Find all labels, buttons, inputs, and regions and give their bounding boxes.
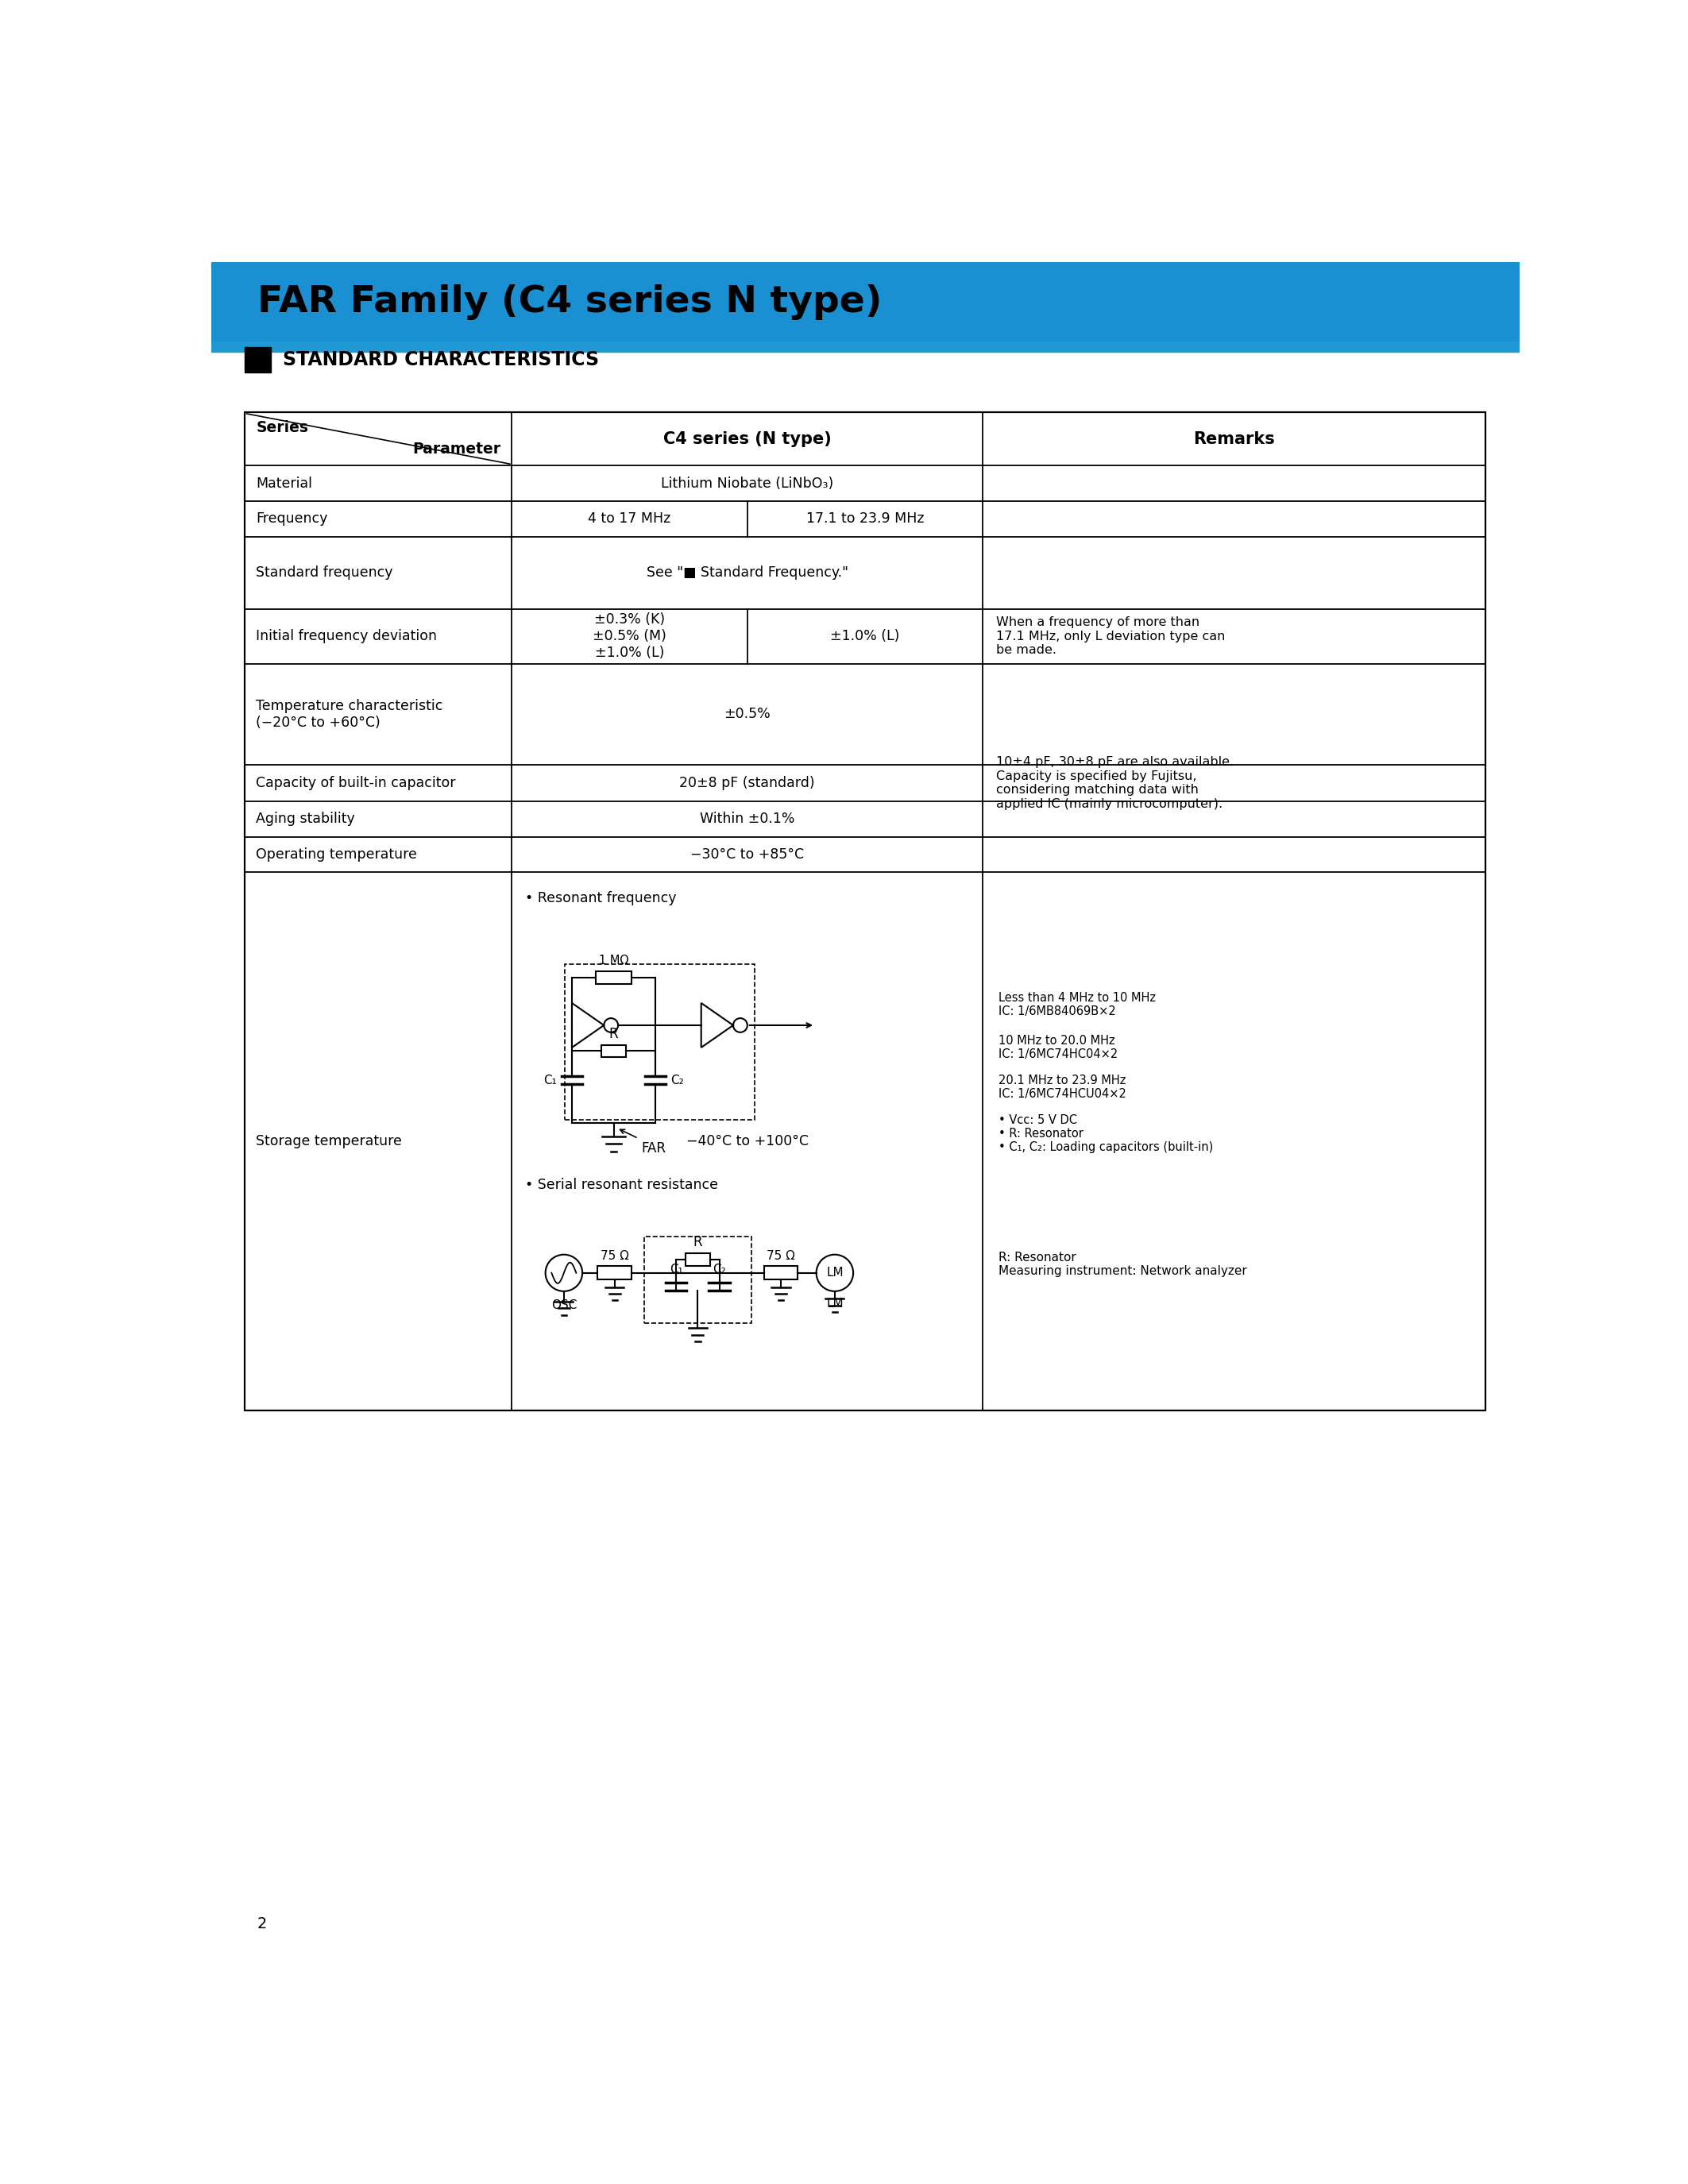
Text: Standard frequency: Standard frequency [257, 566, 393, 581]
Text: • Resonant frequency: • Resonant frequency [525, 891, 677, 904]
Bar [685, 1254, 711, 1265]
Text: Series: Series [257, 419, 309, 435]
Text: ±0.5%: ±0.5% [724, 708, 771, 721]
Text: Less than 4 MHz to 10 MHz
IC: 1/6MB84069B×2: Less than 4 MHz to 10 MHz IC: 1/6MB84069… [998, 992, 1156, 1018]
Bar [564, 963, 755, 1120]
Text: R: R [694, 1234, 702, 1249]
Text: Frequency: Frequency [257, 511, 327, 526]
Text: 75 Ω: 75 Ω [766, 1249, 795, 1262]
Text: 1 MΩ: 1 MΩ [599, 954, 628, 968]
Text: Initial frequency deviation: Initial frequency deviation [257, 629, 437, 644]
Text: C₂: C₂ [712, 1262, 726, 1275]
Text: R: Resonator
Measuring instrument: Network analyzer: R: Resonator Measuring instrument: Netwo… [998, 1251, 1247, 1278]
Text: C₁: C₁ [544, 1075, 557, 1085]
Text: OSC: OSC [550, 1299, 577, 1310]
Text: 2: 2 [257, 1918, 267, 1931]
Text: ±0.3% (K)
±0.5% (M)
±1.0% (L): ±0.3% (K) ±0.5% (M) ±1.0% (L) [592, 614, 667, 660]
Text: • Serial resonant resistance: • Serial resonant resistance [525, 1177, 717, 1192]
Bar [211, 262, 1519, 341]
Bar [643, 1236, 751, 1324]
Text: −40°C to +100°C: −40°C to +100°C [685, 1133, 809, 1149]
Text: 17.1 to 23.9 MHz: 17.1 to 23.9 MHz [807, 511, 923, 526]
Text: FAR Family (C4 series N type): FAR Family (C4 series N type) [257, 284, 881, 319]
Text: • Vcc: 5 V DC
• R: Resonator
• C₁, C₂: Loading capacitors (built-in): • Vcc: 5 V DC • R: Resonator • C₁, C₂: L… [998, 1114, 1214, 1153]
Text: Within ±0.1%: Within ±0.1% [701, 812, 795, 826]
Text: 75 Ω: 75 Ω [601, 1249, 630, 1262]
Text: 10±4 pF, 30±8 pF are also available.
Capacity is specified by Fujitsu,
consideri: 10±4 pF, 30±8 pF are also available. Cap… [996, 756, 1234, 810]
Bar [598, 1267, 631, 1280]
Text: −30°C to +85°C: −30°C to +85°C [690, 847, 803, 863]
Text: LM: LM [825, 1297, 844, 1308]
Text: Remarks: Remarks [1193, 430, 1274, 448]
Bar [211, 341, 1519, 352]
Bar [596, 972, 631, 983]
Text: Material: Material [257, 476, 312, 491]
Text: Parameter: Parameter [412, 441, 500, 456]
Bar [245, 347, 270, 373]
Text: Operating temperature: Operating temperature [257, 847, 417, 863]
Bar [765, 1267, 798, 1280]
Text: R: R [609, 1026, 618, 1042]
Text: 20±8 pF (standard): 20±8 pF (standard) [680, 775, 815, 791]
Text: FAR: FAR [641, 1142, 667, 1155]
Text: 10 MHz to 20.0 MHz
IC: 1/6MC74HC04×2: 10 MHz to 20.0 MHz IC: 1/6MC74HC04×2 [998, 1035, 1117, 1059]
Text: 4 to 17 MHz: 4 to 17 MHz [587, 511, 670, 526]
Text: 20.1 MHz to 23.9 MHz
IC: 1/6MC74HCU04×2: 20.1 MHz to 23.9 MHz IC: 1/6MC74HCU04×2 [998, 1075, 1126, 1101]
Text: LM: LM [825, 1267, 844, 1280]
Text: Lithium Niobate (LiNbO₃): Lithium Niobate (LiNbO₃) [662, 476, 834, 491]
Text: When a frequency of more than
17.1 MHz, only L deviation type can
be made.: When a frequency of more than 17.1 MHz, … [996, 616, 1225, 655]
Text: Storage temperature: Storage temperature [257, 1133, 402, 1149]
Text: Temperature characteristic
(−20°C to +60°C): Temperature characteristic (−20°C to +60… [257, 699, 442, 729]
Text: See "■ Standard Frequency.": See "■ Standard Frequency." [647, 566, 847, 581]
Text: Aging stability: Aging stability [257, 812, 354, 826]
Text: ±1.0% (L): ±1.0% (L) [830, 629, 900, 644]
Text: STANDARD CHARACTERISTICS: STANDARD CHARACTERISTICS [284, 349, 599, 369]
Text: C₂: C₂ [670, 1075, 684, 1085]
Bar [601, 1044, 626, 1057]
Text: C₁: C₁ [670, 1262, 684, 1275]
Text: C4 series (N type): C4 series (N type) [663, 430, 832, 448]
Bar [245, 413, 1485, 1411]
Text: Capacity of built-in capacitor: Capacity of built-in capacitor [257, 775, 456, 791]
